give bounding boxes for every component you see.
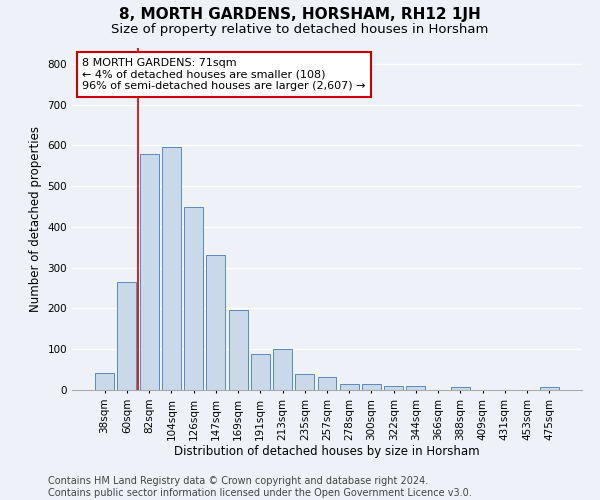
X-axis label: Distribution of detached houses by size in Horsham: Distribution of detached houses by size … <box>174 446 480 458</box>
Bar <box>206 256 225 390</box>
Bar <box>140 154 158 390</box>
Bar <box>251 354 270 390</box>
Text: Contains HM Land Registry data © Crown copyright and database right 2024.
Contai: Contains HM Land Registry data © Crown c… <box>48 476 472 498</box>
Bar <box>273 349 292 390</box>
Bar <box>317 376 337 390</box>
Bar <box>118 282 136 390</box>
Bar <box>229 310 248 390</box>
Text: 8 MORTH GARDENS: 71sqm
← 4% of detached houses are smaller (108)
96% of semi-det: 8 MORTH GARDENS: 71sqm ← 4% of detached … <box>82 58 366 91</box>
Bar <box>295 374 314 390</box>
Bar <box>451 387 470 390</box>
Text: 8, MORTH GARDENS, HORSHAM, RH12 1JH: 8, MORTH GARDENS, HORSHAM, RH12 1JH <box>119 8 481 22</box>
Bar <box>362 384 381 390</box>
Bar <box>340 384 359 390</box>
Y-axis label: Number of detached properties: Number of detached properties <box>29 126 42 312</box>
Bar <box>406 386 425 390</box>
Bar <box>384 386 403 390</box>
Text: Size of property relative to detached houses in Horsham: Size of property relative to detached ho… <box>112 22 488 36</box>
Bar <box>95 373 114 390</box>
Bar <box>184 206 203 390</box>
Bar <box>540 387 559 390</box>
Bar <box>162 148 181 390</box>
